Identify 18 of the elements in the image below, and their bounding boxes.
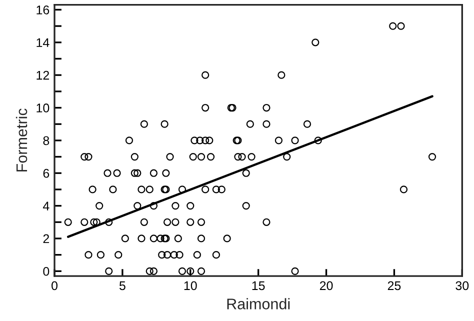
x-tick-label: 15 bbox=[252, 281, 265, 290]
y-tick-label: 0 bbox=[43, 266, 50, 276]
x-tick-label: 20 bbox=[320, 281, 333, 290]
x-tick-label: 5 bbox=[119, 281, 126, 290]
y-tick-label: 12 bbox=[36, 70, 50, 80]
x-axis-title: Raimondi bbox=[227, 298, 290, 310]
x-tick-label: 0 bbox=[52, 281, 58, 290]
x-tick-label: 10 bbox=[184, 281, 197, 290]
y-tick-label: 2 bbox=[43, 234, 50, 244]
x-tick-label: 30 bbox=[456, 281, 469, 290]
y-tick-label: 10 bbox=[36, 104, 50, 112]
x-tick-label: 25 bbox=[388, 281, 401, 290]
y-tick-label: 4 bbox=[42, 202, 50, 210]
y-tick-label: 14 bbox=[36, 38, 50, 47]
y-axis-title: Formetric bbox=[16, 108, 28, 172]
y-tick-label: 8 bbox=[43, 136, 50, 146]
y-tick-label: 6 bbox=[43, 168, 50, 178]
y-tick-label: 16 bbox=[36, 6, 50, 14]
